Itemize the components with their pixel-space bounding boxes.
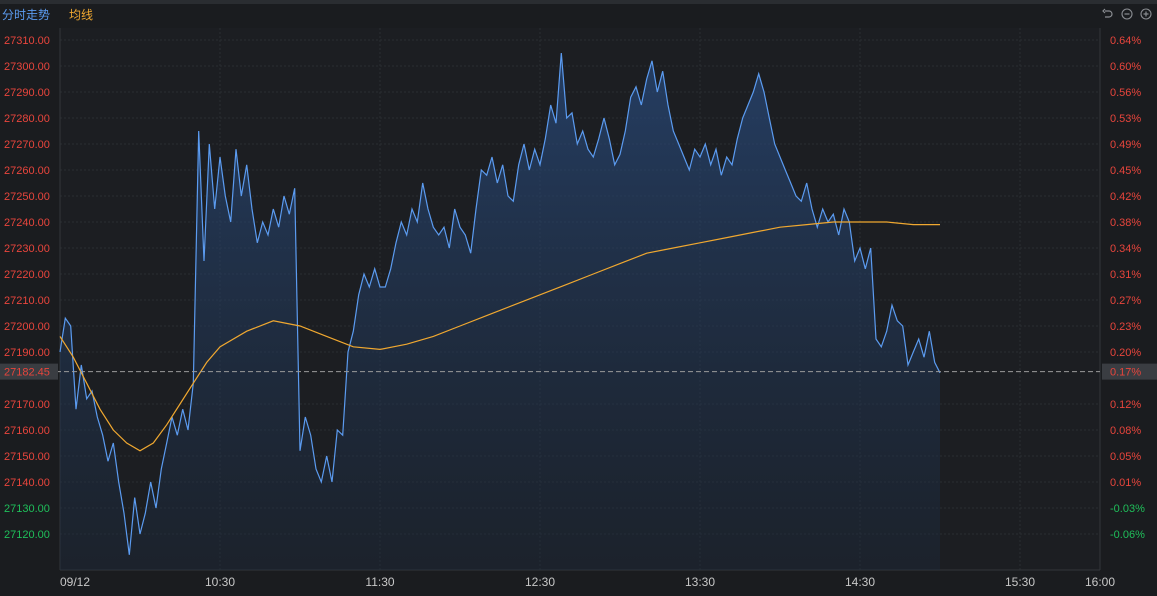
left-tick-label: 27300.00 [4, 61, 50, 73]
right-axis-labels: 0.64% 0.60% 0.56% 0.53% 0.49% 0.45% 0.42% 0.38%… [1110, 35, 1145, 541]
left-tick-label: 27170.00 [4, 399, 50, 411]
right-tick-label: 0.38% [1110, 217, 1141, 229]
baseline-left-box [0, 363, 58, 380]
left-tick-label: 27160.00 [4, 425, 50, 437]
x-tick-label: 12:30 [525, 575, 555, 589]
right-tick-label: 0.53% [1110, 113, 1141, 125]
x-tick-label: 14:30 [845, 575, 875, 589]
x-tick-label: 11:30 [365, 575, 394, 589]
left-tick-label: 27270.00 [4, 139, 50, 151]
right-tick-label: 0.64% [1110, 35, 1141, 47]
avg-series-line [59, 221, 940, 452]
right-tick-label: 0.45% [1110, 165, 1141, 177]
x-tick-label: 09/12 [60, 575, 90, 589]
left-axis-labels: 27310.00 27300.00 27290.00 27280.00 27270.00… [4, 35, 50, 541]
legend-avg-series[interactable]: 均线 [69, 8, 94, 22]
price-area-fill [60, 53, 940, 570]
x-axis-labels: 09/12 10:30 11:30 12:30 13:30 14:30 15:30 16:00 [60, 575, 1115, 589]
right-tick-label: 0.56% [1110, 87, 1141, 99]
left-tick-label: 27310.00 [4, 35, 50, 47]
x-tick-label: 10:30 [205, 575, 235, 589]
x-tick-label: 16:00 [1085, 575, 1115, 589]
price-series-line [59, 52, 941, 555]
right-tick-label: -0.03% [1110, 503, 1145, 515]
right-tick-label: 0.01% [1110, 477, 1141, 489]
x-tick-label: 15:30 [1005, 575, 1035, 589]
left-tick-label: 27220.00 [4, 269, 50, 281]
right-tick-label: 0.31% [1110, 269, 1141, 281]
left-tick-label: 27130.00 [4, 503, 50, 515]
left-tick-label: 27280.00 [4, 113, 50, 125]
baseline-left-label: 27182.45 [4, 367, 50, 379]
right-tick-label: 0.27% [1110, 295, 1141, 307]
left-tick-label: 27120.00 [4, 529, 50, 541]
zoom-in-icon[interactable] [1140, 8, 1152, 20]
left-tick-label: 27210.00 [4, 295, 50, 307]
right-tick-label: 0.05% [1110, 451, 1141, 463]
right-tick-label: 0.12% [1110, 399, 1141, 411]
right-tick-label: -0.06% [1110, 529, 1145, 541]
left-tick-label: 27240.00 [4, 217, 50, 229]
zoom-out-icon[interactable] [1121, 8, 1133, 20]
baseline-layer: 27182.45 0.17% [0, 363, 1157, 380]
price-area-layer [60, 53, 940, 570]
x-tick-label: 13:30 [685, 575, 715, 589]
left-tick-label: 27290.00 [4, 87, 50, 99]
left-tick-label: 27250.00 [4, 191, 50, 203]
right-tick-label: 0.60% [1110, 61, 1141, 73]
right-tick-label: 0.34% [1110, 243, 1141, 255]
legend-price-series[interactable]: 分时走势 [2, 8, 51, 22]
right-tick-label: 0.42% [1110, 191, 1141, 203]
right-tick-label: 0.49% [1110, 139, 1141, 151]
left-tick-label: 27150.00 [4, 451, 50, 463]
baseline-right-box [1102, 363, 1157, 380]
left-tick-label: 27230.00 [4, 243, 50, 255]
top-border [0, 0, 1157, 4]
left-tick-label: 27140.00 [4, 477, 50, 489]
right-tick-label: 0.23% [1110, 321, 1141, 333]
undo-icon[interactable] [1102, 8, 1114, 20]
baseline-right-label: 0.17% [1110, 367, 1141, 379]
left-tick-label: 27260.00 [4, 165, 50, 177]
left-tick-label: 27200.00 [4, 321, 50, 333]
left-tick-label: 27190.00 [4, 347, 50, 359]
right-tick-label: 0.20% [1110, 347, 1141, 359]
series-lines-layer [59, 52, 941, 555]
right-tick-label: 0.08% [1110, 425, 1141, 437]
